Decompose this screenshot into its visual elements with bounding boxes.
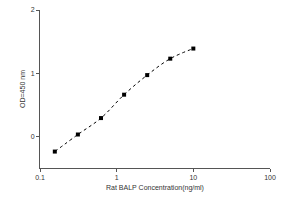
svg-text:0.1: 0.1 [35,174,45,181]
svg-text:0: 0 [31,133,35,140]
svg-text:OD=450 nm: OD=450 nm [19,70,26,108]
svg-text:2: 2 [31,6,35,13]
svg-text:1: 1 [31,70,35,77]
svg-text:Rat BALP Concentration(ng/ml): Rat BALP Concentration(ng/ml) [106,184,204,192]
svg-text:100: 100 [264,174,276,181]
svg-text:1: 1 [115,174,119,181]
svg-text:10: 10 [189,174,197,181]
